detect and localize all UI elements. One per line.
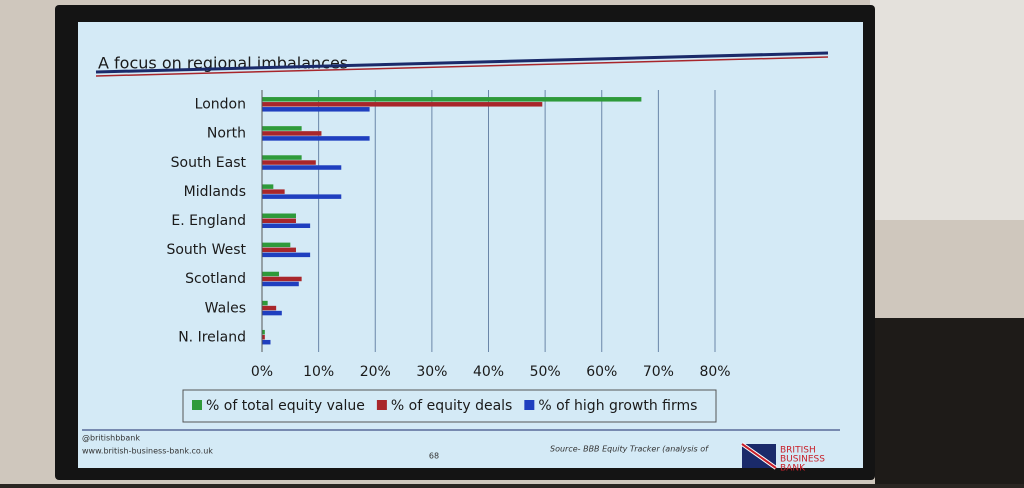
y-tick-label: South East (171, 155, 247, 171)
bar (262, 194, 342, 199)
y-tick-label: Midlands (184, 184, 246, 200)
logo-text: BRITISH (780, 446, 816, 456)
title-rule (95, 51, 829, 74)
footer-handle: @britishbbank (82, 434, 140, 443)
bar (262, 126, 302, 131)
bar (262, 339, 271, 345)
bar (262, 165, 342, 170)
legend-label: % of total equity value (206, 398, 365, 414)
footer-source: Source- BBB Equity Tracker (analysis of (550, 445, 709, 454)
screen (78, 22, 863, 468)
legend-label: % of high growth firms (538, 398, 697, 414)
x-tick-label: 60% (586, 364, 617, 380)
bar (262, 213, 296, 218)
bar (262, 136, 370, 141)
bar (262, 247, 296, 253)
bar (262, 300, 268, 306)
bar (262, 329, 265, 335)
y-tick-label: South West (166, 242, 246, 258)
x-tick-label: 80% (699, 364, 730, 380)
legend-swatch (192, 400, 202, 410)
bar (262, 305, 277, 311)
bar (262, 218, 296, 223)
bar (262, 281, 299, 287)
legend-swatch (376, 400, 387, 410)
bar (262, 271, 279, 277)
bar (262, 155, 302, 160)
bar (262, 242, 291, 248)
legend-swatch (524, 400, 535, 410)
y-tick-label: N. Ireland (178, 329, 246, 345)
logo-stripe-red (741, 443, 777, 469)
bar (262, 310, 282, 316)
bar (262, 107, 370, 112)
bar (262, 276, 302, 282)
legend-box (182, 389, 717, 423)
wall-right (870, 0, 1024, 220)
x-tick-label: 50% (530, 364, 561, 380)
x-tick-label: 10% (303, 364, 334, 380)
logo-text: BUSINESS (780, 455, 825, 465)
y-tick-label: North (207, 126, 246, 142)
bar (262, 223, 311, 228)
bar (262, 189, 285, 194)
x-tick-label: 0% (251, 364, 273, 380)
page-number: 68 (429, 452, 439, 461)
bar (262, 97, 642, 102)
bar (262, 102, 543, 107)
y-tick-label: Scotland (185, 271, 246, 287)
legend-label: % of equity deals (391, 398, 512, 414)
footer-website: www.british-business-bank.co.uk (82, 447, 213, 456)
y-tick-label: Wales (205, 300, 246, 316)
x-tick-label: 40% (473, 364, 504, 380)
bar (262, 160, 316, 165)
x-tick-label: 20% (360, 364, 391, 380)
title-rule-red (95, 56, 829, 77)
logo-text: BANK (780, 464, 806, 474)
x-tick-label: 30% (416, 364, 447, 380)
bar (262, 131, 322, 136)
furniture (875, 318, 1024, 484)
bar (262, 184, 274, 189)
y-tick-label: London (195, 97, 246, 113)
bar (262, 334, 265, 340)
bar (262, 252, 311, 258)
y-tick-label: E. England (171, 213, 246, 229)
x-tick-label: 70% (643, 364, 674, 380)
